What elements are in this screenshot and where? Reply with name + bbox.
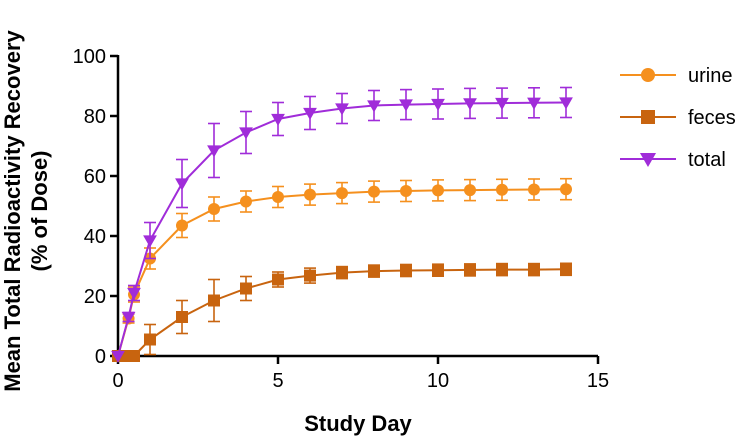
legend-swatch-marker — [641, 110, 655, 124]
data-point-total — [559, 97, 573, 110]
data-point-total — [303, 107, 317, 120]
data-point-feces — [176, 311, 188, 323]
x-tick-label: 15 — [587, 370, 609, 392]
legend-swatch-marker — [639, 152, 657, 168]
data-point-urine — [336, 187, 348, 200]
data-point-feces — [208, 294, 220, 307]
data-point-feces — [432, 264, 444, 277]
data-point-total — [143, 235, 157, 248]
legend-label-total: total — [688, 149, 726, 171]
y-tick-label: 40 — [84, 226, 106, 248]
x-tick-label: 0 — [112, 370, 123, 392]
series-layer — [111, 86, 573, 363]
data-point-feces — [528, 263, 540, 276]
data-point-urine — [368, 185, 380, 198]
data-point-urine — [240, 195, 252, 208]
data-point-feces — [304, 269, 316, 282]
y-ticks: 0 20 40 60 80 100 — [73, 46, 118, 368]
data-point-total — [495, 97, 509, 110]
data-point-feces — [128, 350, 140, 362]
data-point-total — [527, 97, 541, 110]
legend-label-urine: urine — [688, 65, 732, 87]
x-tick-label: 10 — [427, 370, 449, 392]
y-axis-title: Mean Total Radioactivity Recovery (% of … — [0, 30, 52, 392]
data-point-total — [239, 127, 253, 140]
data-point-total — [399, 99, 413, 112]
data-point-feces — [368, 265, 380, 278]
data-point-total — [207, 145, 221, 158]
y-tick-label: 60 — [84, 166, 106, 188]
series-urine — [112, 177, 572, 362]
y-axis-title-line2: (% of Dose) — [27, 151, 52, 272]
data-point-total — [271, 113, 285, 126]
data-point-total — [111, 350, 125, 363]
legend-item-total: total — [620, 149, 726, 171]
legend-item-urine: urine — [620, 65, 732, 87]
legend-item-feces: feces — [620, 107, 736, 129]
data-point-urine — [208, 203, 220, 215]
data-point-urine — [432, 184, 444, 197]
data-point-total — [127, 287, 141, 300]
data-point-urine — [560, 183, 572, 196]
x-ticks: 0 5 10 15 — [112, 356, 609, 392]
data-point-feces — [464, 263, 476, 276]
legend-swatch-marker — [641, 68, 655, 82]
data-point-urine — [176, 219, 188, 232]
data-point-urine — [464, 184, 476, 197]
data-point-total — [121, 311, 136, 324]
data-point-feces — [400, 264, 412, 277]
series-feces — [112, 262, 572, 362]
y-tick-label: 80 — [84, 106, 106, 128]
legend-label-feces: feces — [688, 107, 736, 129]
data-point-total — [335, 103, 349, 116]
series-total — [111, 86, 573, 363]
data-point-total — [175, 178, 189, 191]
data-point-feces — [560, 263, 572, 276]
data-point-urine — [272, 191, 284, 203]
x-axis-title: Study Day — [304, 411, 412, 436]
data-point-feces — [496, 263, 508, 276]
x-tick-label: 5 — [272, 370, 283, 392]
y-tick-label: 0 — [95, 346, 106, 368]
y-tick-label: 100 — [73, 46, 106, 68]
legend: urine feces total — [620, 65, 736, 171]
data-point-urine — [304, 188, 316, 201]
data-point-total — [431, 98, 445, 111]
data-point-urine — [496, 183, 508, 196]
data-point-urine — [400, 185, 412, 197]
y-tick-label: 20 — [84, 286, 106, 308]
data-point-total — [367, 100, 381, 113]
data-point-feces — [272, 273, 284, 286]
y-axis-title-line1: Mean Total Radioactivity Recovery — [0, 30, 25, 392]
data-point-total — [463, 98, 477, 111]
data-point-feces — [240, 282, 252, 295]
data-point-feces — [144, 333, 156, 346]
data-point-urine — [528, 183, 540, 196]
axes — [116, 55, 598, 358]
data-point-feces — [336, 266, 348, 279]
